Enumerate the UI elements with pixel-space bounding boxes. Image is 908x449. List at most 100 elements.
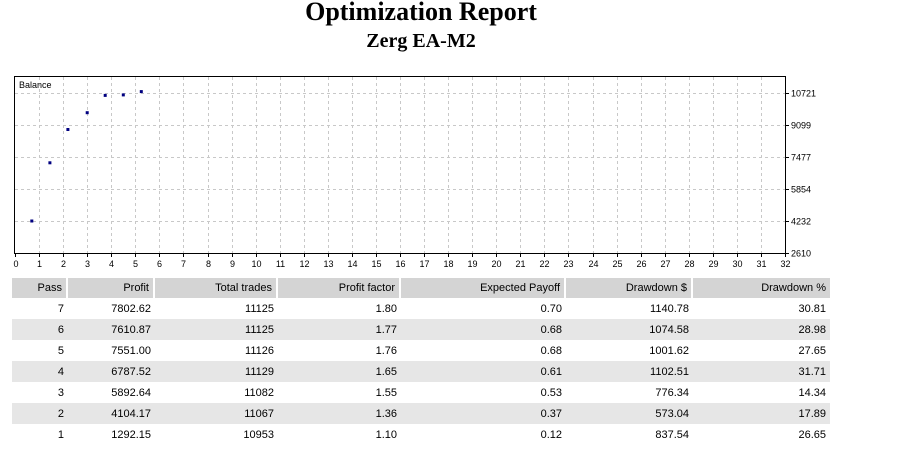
x-tick-label: 25: [612, 259, 622, 269]
y-tick-label: 4232: [791, 217, 811, 227]
x-tick-label: 31: [756, 259, 766, 269]
x-tick-label: 10: [251, 259, 261, 269]
data-point: [66, 128, 70, 131]
table-row: 5 7551.00 11126 1.76 0.68 1001.62 27.65: [12, 340, 830, 361]
data-point: [85, 111, 89, 115]
column-header-total-trades[interactable]: Total trades: [155, 278, 278, 298]
x-tick-label: 4: [109, 259, 114, 269]
x-tick-label: 3: [85, 259, 90, 269]
data-point: [30, 219, 34, 223]
table-row: 7 7802.62 11125 1.80 0.70 1140.78 30.81: [12, 298, 830, 319]
data-points: [30, 90, 143, 223]
table-cell: 0.37: [401, 403, 566, 424]
table-cell: 31.71: [693, 361, 830, 382]
table-cell: 26.65: [798, 428, 826, 441]
data-point: [103, 93, 107, 97]
data-point: [48, 161, 52, 165]
y-tick-label: 10721: [791, 89, 816, 99]
x-tick-label: 11: [276, 259, 285, 269]
table-header-row: Pass Profit Total trades Profit factor E…: [12, 278, 830, 298]
table-cell: 1.76: [375, 344, 397, 357]
x-tick-label: 21: [515, 259, 525, 269]
x-tick-label: 0: [14, 259, 19, 269]
x-tick-label: 29: [708, 259, 718, 269]
table-cell: 11125: [155, 319, 278, 340]
column-header-drawdown-percent[interactable]: Drawdown %: [693, 278, 830, 298]
table-row: 2 4104.17 11067 1.36 0.37 573.04 17.89: [12, 403, 830, 424]
table-cell: 11125: [245, 302, 274, 315]
table-cell: 11067: [155, 403, 278, 424]
x-tick-label: 9: [230, 259, 235, 269]
table-cell: 0.12: [540, 428, 562, 441]
x-tick-label: 7: [181, 259, 186, 269]
report-title: Optimization Report: [305, 0, 537, 26]
x-tick-label: 2: [61, 259, 66, 269]
table-cell: 0.53: [540, 386, 562, 399]
table-cell: 837.54: [655, 428, 689, 441]
table-cell: 11082: [244, 386, 274, 399]
column-header-drawdown-dollar[interactable]: Drawdown $: [566, 278, 693, 298]
table-cell: 0.70: [540, 302, 562, 315]
table-cell: 27.65: [798, 344, 826, 357]
y-tick-label: 5854: [791, 185, 811, 195]
column-header-profit-factor[interactable]: Profit factor: [278, 278, 401, 298]
table-cell: 5: [57, 344, 64, 357]
x-tick-label: 19: [467, 259, 477, 269]
table-cell: 30.81: [798, 302, 826, 315]
table-cell: 1001.62: [649, 344, 689, 357]
table-cell: 2: [12, 403, 68, 424]
table-cell: 4: [12, 361, 68, 382]
y-tick-label: 9099: [791, 121, 811, 131]
x-tick-label: 23: [563, 259, 573, 269]
x-tick-label: 22: [539, 259, 549, 269]
table-cell: 3: [57, 386, 64, 399]
y-tick-label: 2610: [791, 249, 811, 259]
table-cell: 11126: [245, 344, 274, 357]
table-cell: 14.34: [798, 386, 826, 399]
table-cell: 4104.17: [68, 403, 155, 424]
x-tick-label: 13: [323, 259, 333, 269]
table-cell: 1.65: [278, 361, 401, 382]
data-point: [121, 93, 125, 97]
table-cell: 5892.64: [111, 386, 151, 399]
table-cell: 1102.51: [566, 361, 693, 382]
data-point: [139, 90, 143, 94]
x-tick-label: 5: [133, 259, 138, 269]
table-cell: 776.34: [655, 386, 689, 399]
table-cell: 7: [57, 302, 64, 315]
table-row: 3 5892.64 11082 1.55 0.53 776.34 14.34: [12, 382, 830, 403]
column-header-expected-payoff[interactable]: Expected Payoff: [401, 278, 566, 298]
x-tick-label: 30: [732, 259, 742, 269]
table-row: 1 1292.15 10953 1.10 0.12 837.54 26.65: [12, 424, 830, 445]
table-cell: 7551.00: [111, 344, 151, 357]
balance-scatter-chart: Balance 0 1 2 3 4 5 6 7 8 9 10 11 12 13 14 15 16 17 18 19 20…: [14, 76, 816, 269]
grid-lines: [15, 77, 785, 253]
table-cell: 7802.62: [111, 302, 151, 315]
x-tick-label: 27: [660, 259, 670, 269]
column-header-profit[interactable]: Profit: [68, 278, 155, 298]
series-label: Balance: [19, 80, 52, 90]
x-tick-label: 24: [588, 259, 598, 269]
table-cell: 1.36: [278, 403, 401, 424]
x-tick-label: 15: [371, 259, 381, 269]
table-cell: 11129: [155, 361, 278, 382]
table-cell: 17.89: [693, 403, 830, 424]
table-cell: 0.61: [401, 361, 566, 382]
x-tick-label: 1: [37, 259, 42, 269]
table-cell: 7610.87: [68, 319, 155, 340]
table-row: 4 6787.52 11129 1.65 0.61 1102.51 31.71: [12, 361, 830, 382]
table-cell: 0.68: [401, 319, 566, 340]
x-tick-label: 32: [780, 259, 790, 269]
table-cell: 28.98: [693, 319, 830, 340]
x-tick-label: 20: [491, 259, 501, 269]
x-axis-ticks: 0 1 2 3 4 5 6 7 8 9 10 11 12 13 14 15 16 17 18 19 20 21 22 23 24…: [14, 253, 791, 269]
table-row: 6 7610.87 11125 1.77 0.68 1074.58 28.98: [12, 319, 830, 340]
x-tick-label: 8: [206, 259, 211, 269]
table-cell: 1.10: [375, 428, 397, 441]
column-header-pass[interactable]: Pass: [12, 278, 68, 298]
x-tick-label: 6: [157, 259, 162, 269]
table-cell: 573.04: [566, 403, 693, 424]
table-cell: 1074.58: [566, 319, 693, 340]
y-axis-ticks: 2610 4232 5854 7477 9099 10721: [785, 89, 816, 259]
table-cell: 10953: [243, 428, 274, 441]
